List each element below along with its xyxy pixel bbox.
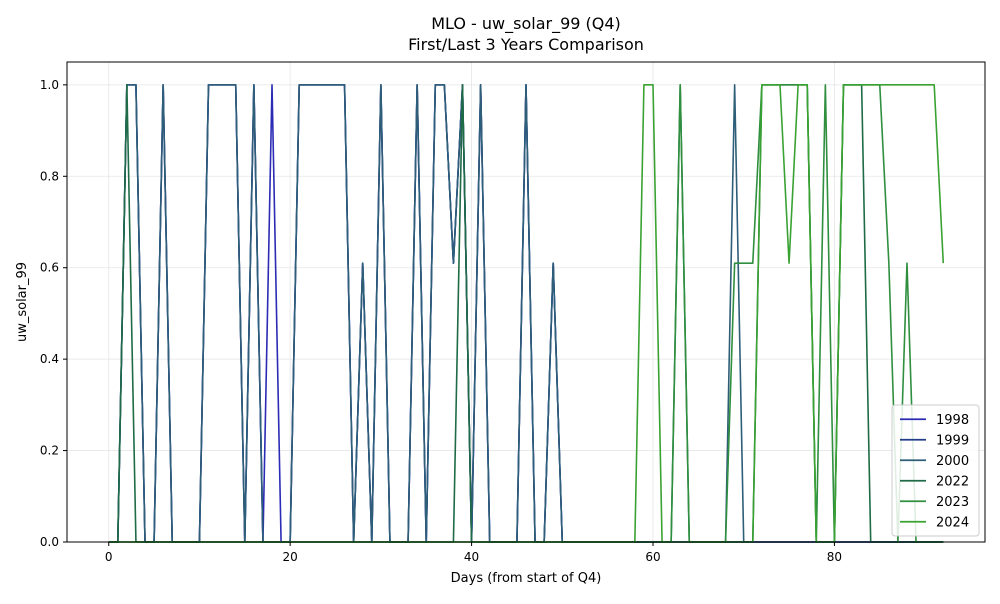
legend-label-1999: 1999 [936, 433, 969, 448]
legend-label-1998: 1998 [936, 413, 969, 428]
y-tick-label: 0.4 [40, 352, 59, 366]
y-axis-label: uw_solar_99 [15, 262, 30, 342]
x-tick-label: 80 [827, 550, 842, 564]
legend-label-2000: 2000 [936, 454, 969, 469]
x-tick-label: 60 [645, 550, 660, 564]
legend-label-2022: 2022 [936, 474, 969, 489]
chart-subtitle: First/Last 3 Years Comparison [408, 35, 644, 54]
x-axis-label: Days (from start of Q4) [451, 571, 602, 586]
legend: 1998 1999 2000 2022 2023 2024 [891, 404, 980, 537]
x-tick-label: 20 [283, 550, 298, 564]
plot-frame [66, 61, 986, 543]
legend-label-2024: 2024 [936, 515, 969, 530]
x-tick-label: 40 [464, 550, 479, 564]
y-tick-label: 0.0 [40, 535, 59, 549]
x-tick-label: 0 [105, 550, 113, 564]
legend-label-2023: 2023 [936, 495, 969, 510]
chart-title: MLO - uw_solar_99 (Q4) [431, 14, 621, 34]
y-tick-label: 0.2 [40, 444, 59, 458]
legend-box [891, 404, 980, 537]
y-tick-label: 1.0 [40, 78, 59, 92]
ticks-layer: 0 20 40 60 80 0.0 0.2 0.4 0.6 0.8 1.0 [40, 78, 842, 564]
y-tick-label: 0.6 [40, 261, 59, 275]
y-tick-label: 0.8 [40, 169, 59, 183]
